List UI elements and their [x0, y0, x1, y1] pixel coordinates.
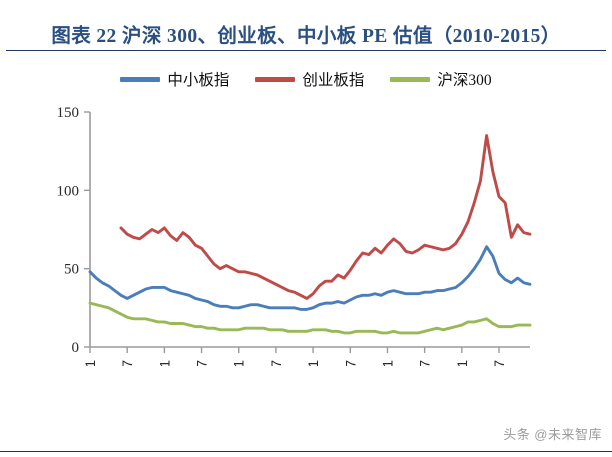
x-axis-tick-label: 2013-01: [305, 360, 321, 366]
x-axis-tick-label: 2013-07: [342, 360, 358, 366]
series-line-1: [88, 245, 532, 311]
y-axis-tick-label: 50: [64, 262, 79, 278]
legend-item-2[interactable]: 创业板指: [255, 68, 364, 90]
series-line-2: [119, 134, 532, 300]
x-axis-tick-label: 2015-07: [491, 360, 507, 366]
x-axis-tick-label: 2014-07: [417, 360, 433, 366]
series-line-3: [88, 301, 532, 335]
legend-label: 创业板指: [302, 72, 365, 89]
line-chart-svg: 0 50 100 150 2010-01 2010-07 2011-01 2011-07 201…: [57, 105, 532, 366]
x-axis-tick-label: 2011-07: [194, 360, 210, 366]
chart-legend: 中小板指 创业板指 沪深300: [0, 66, 612, 92]
legend-label: 中小板指: [167, 72, 230, 89]
y-axis-tick-label: 100: [57, 183, 80, 199]
y-axis-tick-label: 0: [72, 340, 80, 356]
plot-area: 0 50 100 150 2010-01 2010-07 2011-01 2011-07 201…: [0, 96, 612, 366]
figure-title-wrap: 图表 22 沪深 300、创业板、中小板 PE 估值（2010-2015）: [0, 16, 612, 50]
title-divider: [6, 50, 606, 51]
x-axis-tick-label: 2015-01: [454, 360, 470, 366]
legend-item-3[interactable]: 沪深300: [390, 68, 492, 90]
x-axis-tick-label: 2010-01: [82, 360, 98, 366]
y-axis-tick-label: 150: [57, 105, 80, 121]
x-axis-tick-label: 2011-01: [156, 360, 172, 366]
x-axis-tick-label: 2012-07: [268, 360, 284, 366]
legend-swatch-icon: [390, 76, 431, 82]
legend-label: 沪深300: [437, 72, 492, 89]
page-title: 图表 22 沪深 300、创业板、中小板 PE 估值（2010-2015）: [51, 25, 561, 47]
x-axis-tick-label: 2012-01: [231, 360, 247, 366]
legend-swatch-icon: [255, 76, 296, 82]
watermark: 头条 @未来智库: [503, 427, 602, 442]
footer-divider: [0, 451, 612, 452]
x-axis-tick-label: 2014-01: [379, 360, 395, 366]
legend-item-1[interactable]: 中小板指: [120, 68, 229, 90]
legend-swatch-icon: [120, 76, 161, 82]
x-axis-tick-label: 2010-07: [119, 360, 135, 366]
